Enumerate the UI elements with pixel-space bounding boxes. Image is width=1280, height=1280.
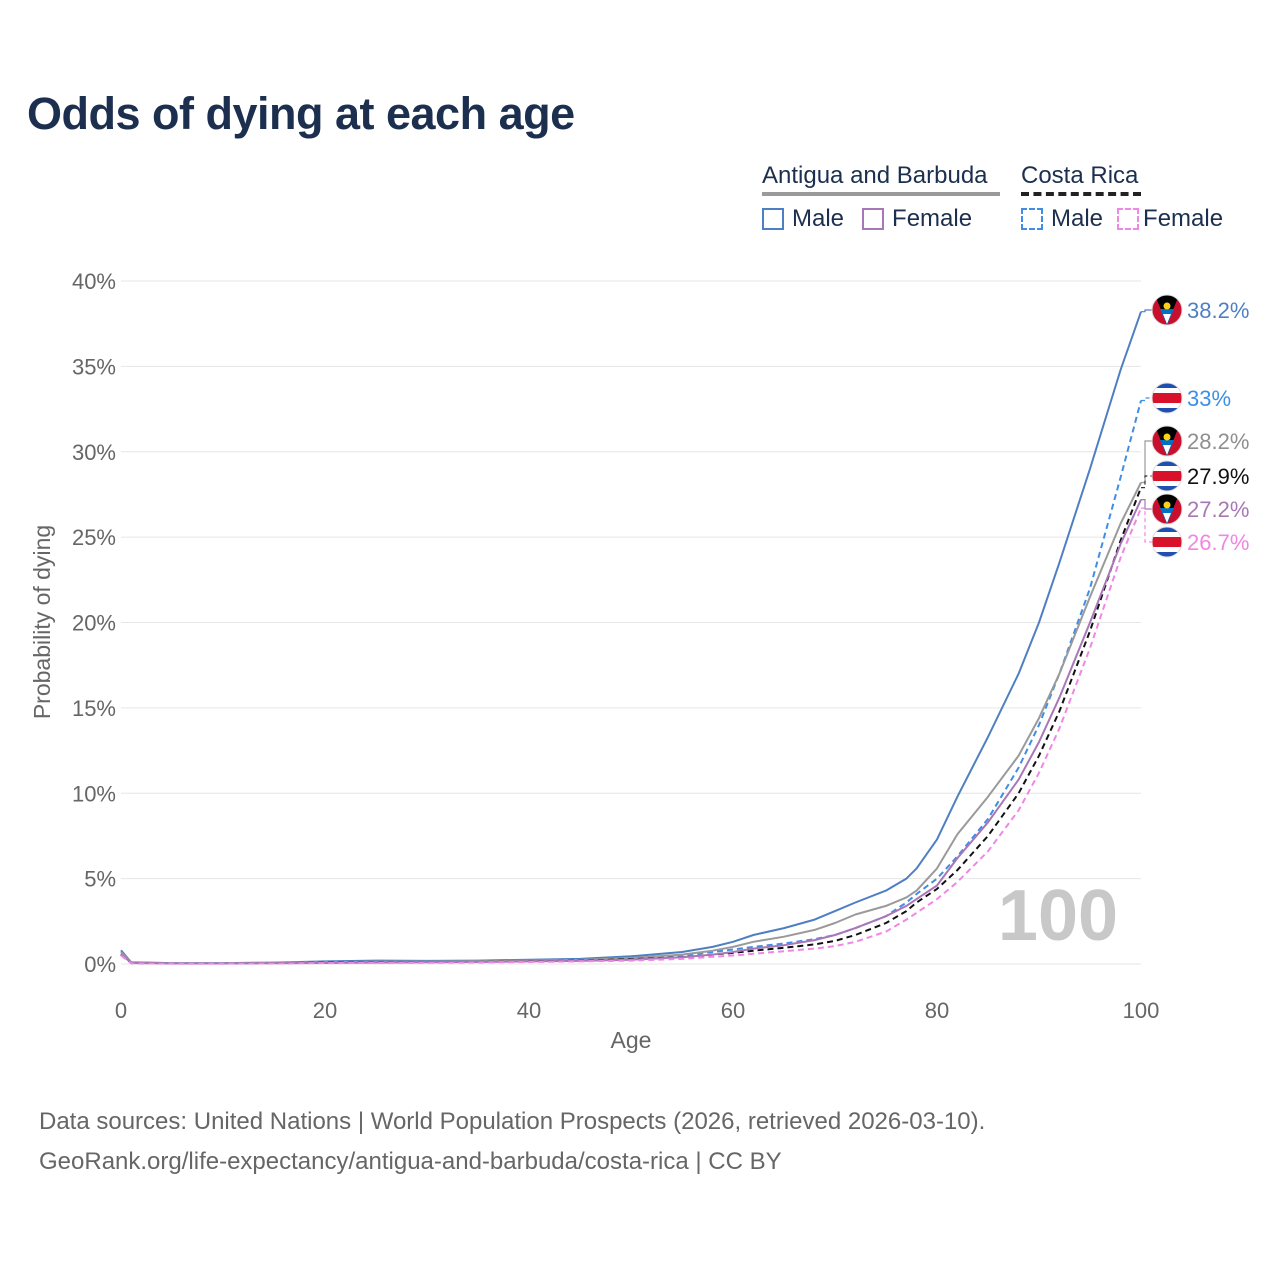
legend-item-label: Male <box>792 205 845 232</box>
y-tick-label: 5% <box>84 867 116 892</box>
legend-item-costa-rica-male[interactable]: Male <box>1021 205 1103 233</box>
x-tick-label: 0 <box>115 998 127 1023</box>
x-tick-label: 100 <box>1123 998 1160 1023</box>
y-tick-label: 25% <box>72 525 116 550</box>
x-axis-ticks: 0 20 40 60 80 100 <box>115 998 1159 1023</box>
end-label-connector <box>1141 309 1152 313</box>
footer-sources: Data sources: United Nations | World Pop… <box>39 1108 986 1135</box>
series-line-antigua-and-barbuda-male[interactable] <box>120 311 1142 965</box>
series-line-costa-rica-female[interactable] <box>120 507 1142 965</box>
end-label-connector <box>1141 440 1152 484</box>
series-line-costa-rica-both-sexes-[interactable] <box>120 487 1142 965</box>
y-tick-label: 10% <box>72 781 116 806</box>
end-value-label: 38.2% <box>1187 298 1249 323</box>
series-line-antigua-and-barbuda-female[interactable] <box>120 499 1142 965</box>
end-label-connector <box>1141 475 1152 489</box>
antigua-flag-icon <box>1152 426 1182 456</box>
y-tick-label: 40% <box>72 269 116 294</box>
legend-item-label: Female <box>892 205 973 232</box>
y-axis-title: Probability of dying <box>29 525 55 719</box>
end-value-label: 33% <box>1187 386 1231 411</box>
costarica-flag-icon <box>1152 527 1182 557</box>
gridlines <box>121 280 1141 965</box>
end-label-connector <box>1141 507 1152 543</box>
end-value-label: 26.7% <box>1187 530 1249 555</box>
costarica-flag-icon <box>1152 461 1182 491</box>
end-value-label: 27.2% <box>1187 497 1249 522</box>
legend-swatch-solid-blue <box>762 208 784 230</box>
legend-country-label: Costa Rica <box>1021 162 1141 196</box>
y-tick-label: 15% <box>72 696 116 721</box>
end-labels: 38.2% 33% 28.2% 27.9% 27.2% 26.7% <box>1141 294 1249 558</box>
antigua-flag-icon <box>1152 494 1182 524</box>
legend-costa-rica-items: Male Female <box>1021 205 1223 233</box>
x-tick-label: 60 <box>721 998 745 1023</box>
series-line-costa-rica-male[interactable] <box>120 400 1142 965</box>
legend-item-label: Female <box>1143 205 1224 232</box>
x-axis-title: Age <box>611 1027 652 1053</box>
legend-item-antigua-male[interactable]: Male <box>762 205 844 233</box>
end-value-label: 28.2% <box>1187 429 1249 454</box>
legend-country-label: Antigua and Barbuda <box>762 162 1000 196</box>
chart-title: Odds of dying at each age <box>27 88 575 139</box>
costarica-flag-icon <box>1152 383 1182 413</box>
legend-swatch-dashed-pink <box>1117 208 1140 230</box>
y-tick-label: 35% <box>72 354 116 379</box>
x-tick-label: 20 <box>313 998 337 1023</box>
legend-item-label: Male <box>1051 205 1104 232</box>
end-value-label: 27.9% <box>1187 464 1249 489</box>
legend-antigua-items: Male Female <box>762 205 990 233</box>
y-tick-label: 20% <box>72 611 116 636</box>
legend-swatch-solid-purple <box>862 208 885 230</box>
legend-country-costa-rica: Costa Rica <box>1021 162 1141 196</box>
footer-link[interactable]: GeoRank.org/life-expectancy/antigua-and-… <box>39 1148 782 1175</box>
legend-country-antigua: Antigua and Barbuda <box>762 162 1000 196</box>
end-label-connector <box>1141 397 1152 402</box>
x-tick-label: 80 <box>925 998 949 1023</box>
antigua-flag-icon <box>1152 295 1182 325</box>
x-tick-label: 40 <box>517 998 541 1023</box>
y-axis-ticks: 0% 5% 10% 15% 20% 25% 30% 35% 40% <box>72 269 116 977</box>
series-lines <box>120 311 1142 965</box>
age-watermark: 100 <box>998 876 1118 956</box>
series-line-antigua-and-barbuda-both-sexes-[interactable] <box>120 482 1142 965</box>
end-label-connector <box>1141 499 1152 510</box>
y-tick-label: 0% <box>84 952 116 977</box>
legend-swatch-dashed-blue <box>1021 208 1043 230</box>
legend-item-antigua-female[interactable]: Female <box>862 205 972 233</box>
legend-item-costa-rica-female[interactable]: Female <box>1117 205 1223 233</box>
y-tick-label: 30% <box>72 440 116 465</box>
